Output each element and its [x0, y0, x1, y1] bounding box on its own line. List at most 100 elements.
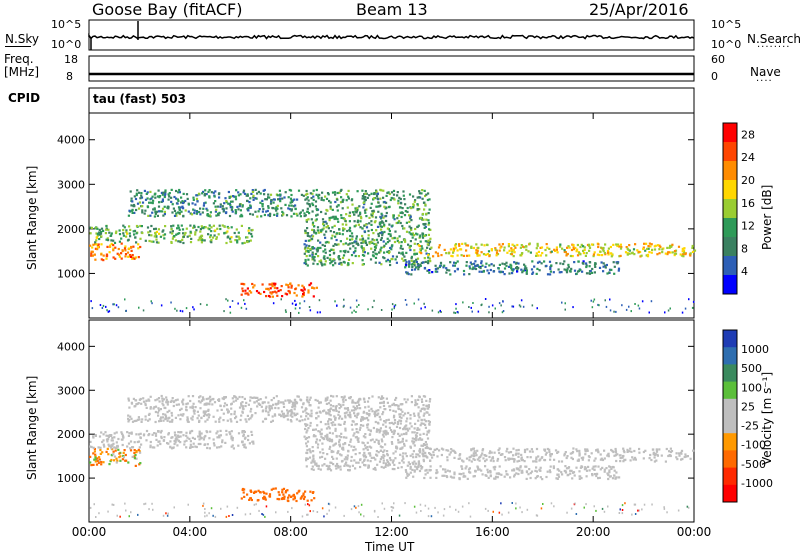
scatter-0-2-97: [239, 215, 242, 218]
scatter-1-3-26: [310, 499, 313, 502]
scatter-1-4-56: [318, 410, 321, 413]
scatter-0-1-59: [89, 226, 92, 229]
velocity-cbar-seg-3: [723, 381, 737, 400]
scatter-0-1-242: [204, 226, 207, 229]
scatter-1-4-515: [340, 436, 343, 439]
scatter-1-5-53: [518, 459, 521, 462]
scatter-1-2-283: [156, 411, 160, 414]
scatter-0-4-516: [334, 215, 337, 218]
speckle-1-56: [595, 509, 597, 512]
scatter-0-1-198: [150, 234, 153, 237]
scatter-1-2-369: [137, 416, 140, 419]
speckle-0-8: [470, 306, 472, 309]
scatter-0-0-73: [93, 253, 96, 256]
scatter-1-5-264: [676, 458, 679, 461]
scatter-0-4-384: [413, 200, 416, 203]
scatter-1-2-266: [192, 409, 196, 412]
scatter-0-4-567: [380, 228, 383, 231]
scatter-1-2-159: [172, 404, 175, 408]
scatter-0-6-70: [525, 271, 528, 274]
scatter-0-4-301: [396, 217, 399, 220]
scatter-1-2-61: [233, 412, 236, 416]
scatter-0-1-194: [251, 228, 254, 232]
scatter-1-2-373: [273, 413, 276, 416]
scatter-1-4-484: [385, 430, 388, 433]
scatter-1-2-128: [233, 410, 236, 413]
scatter-0-1-180: [201, 239, 204, 242]
scatter-1-4-173: [326, 453, 329, 456]
scatter-1-2-204: [198, 419, 201, 422]
scatter-0-2-191: [275, 209, 278, 212]
scatter-1-4-411: [345, 436, 348, 439]
speckle-0-141: [480, 304, 482, 307]
xtick-label-2: 08:00: [273, 525, 308, 539]
scatter-0-4-69: [324, 195, 327, 198]
scatter-0-5-103: [588, 244, 591, 248]
scatter-0-4-2: [379, 197, 382, 200]
scatter-1-5-118: [461, 459, 464, 462]
scatter-0-2-354: [246, 193, 249, 196]
ytick-label-1-2: 3000: [57, 384, 85, 397]
scatter-1-4-730: [414, 401, 417, 404]
scatter-0-2-211: [157, 189, 160, 192]
scatter-0-2-125: [214, 205, 217, 208]
scatter-1-3-57: [255, 490, 258, 493]
scatter-1-4-506: [403, 432, 406, 436]
scatter-0-4-168: [369, 206, 372, 209]
scatter-0-4-666: [346, 237, 349, 240]
speckle-0-138: [667, 309, 670, 312]
scatter-0-2-79: [256, 192, 259, 195]
scatter-0-4-477: [423, 234, 426, 237]
scatter-0-2-135: [149, 190, 152, 193]
scatter-1-4-388: [311, 446, 314, 449]
scatter-0-6-116: [480, 262, 483, 265]
scatter-1-5-52: [614, 451, 618, 454]
scatter-1-2-196: [292, 402, 295, 405]
scatter-0-2-150: [153, 215, 156, 218]
scatter-1-4-133: [402, 428, 405, 431]
scatter-1-2-375: [230, 407, 233, 410]
scatter-0-5-79: [555, 248, 558, 251]
scatter-1-3-4: [264, 497, 267, 500]
scatter-1-2-181: [282, 402, 285, 405]
speckle-0-101: [488, 311, 490, 314]
scatter-1-4-8: [384, 443, 387, 446]
scatter-1-4-174: [409, 465, 412, 468]
scatter-0-4-624: [423, 226, 426, 229]
scatter-1-4-60: [306, 440, 310, 443]
scatter-1-5-47: [652, 451, 655, 454]
scatter-0-4-51: [428, 242, 431, 245]
scatter-0-5-196: [616, 244, 619, 248]
scatter-0-2-115: [192, 198, 195, 201]
scatter-0-2-85: [187, 203, 190, 206]
speckle-1-103: [540, 507, 543, 510]
scatter-0-2-122: [266, 209, 269, 212]
scatter-1-5-242: [453, 456, 456, 459]
scatter-0-4-755: [408, 260, 411, 263]
scatter-0-4-300: [354, 207, 357, 210]
scatter-1-2-378: [200, 399, 203, 402]
scatter-1-5-298: [571, 457, 574, 461]
scatter-1-6-186: [524, 465, 527, 468]
scatter-1-1-1: [177, 434, 180, 437]
scatter-1-4-621: [314, 463, 317, 466]
scatter-1-4-405: [398, 419, 401, 422]
scatter-1-4-191: [368, 412, 371, 416]
scatter-0-4-767: [344, 251, 347, 254]
scatter-0-4-463: [305, 244, 308, 247]
scatter-1-4-493: [394, 410, 397, 413]
scatter-1-0-22: [107, 453, 110, 456]
scatter-0-0-12: [116, 252, 119, 255]
scatter-0-4-720: [383, 200, 386, 204]
scatter-0-1-26: [159, 235, 162, 238]
scatter-0-2-168: [255, 197, 258, 200]
speckle-1-123: [526, 508, 529, 511]
scatter-1-2-323: [267, 401, 270, 404]
scatter-1-3-70: [256, 499, 259, 502]
scatter-0-4-572: [334, 243, 337, 246]
speckle-1-90: [357, 505, 360, 508]
scatter-1-1-228: [216, 446, 219, 449]
scatter-0-6-105: [468, 267, 472, 270]
scatter-0-5-24: [511, 250, 514, 253]
